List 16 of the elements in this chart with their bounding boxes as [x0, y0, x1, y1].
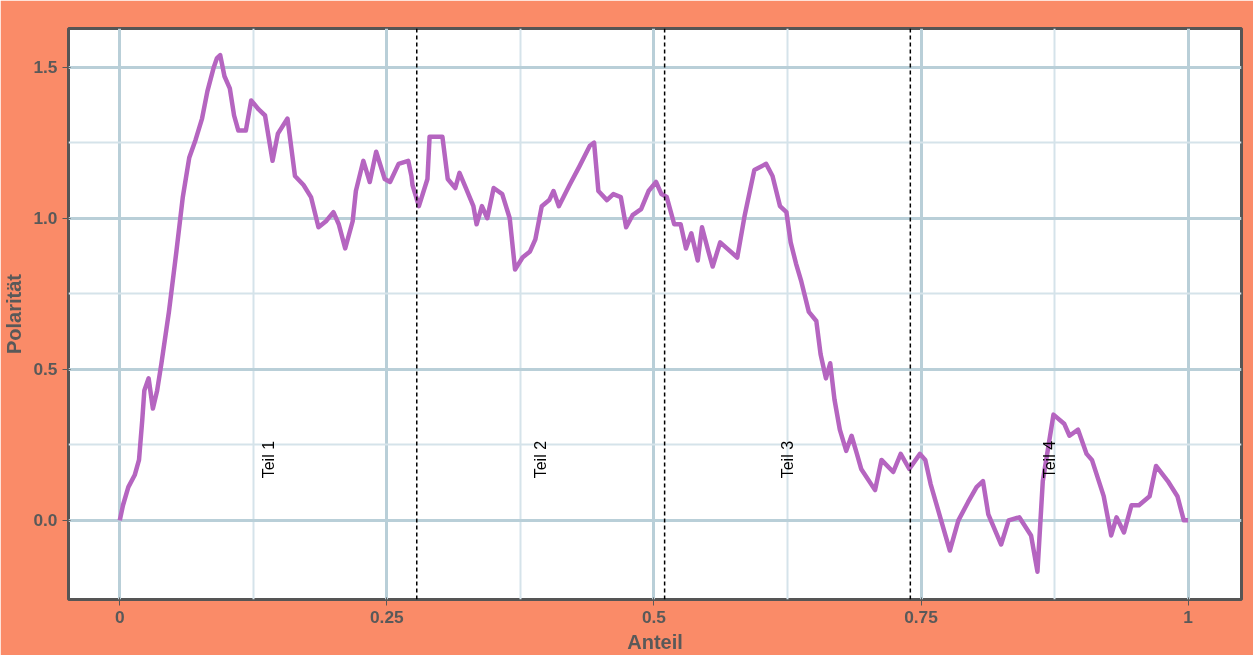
annotation: Teil 3: [778, 440, 796, 479]
x-tick-label: 0: [114, 606, 125, 627]
y-tick-label: 0.5: [33, 359, 58, 380]
y-tick-label: 1.5: [33, 57, 58, 78]
x-tick-label: 0.5: [641, 606, 667, 627]
x-tick-label: 1: [1183, 606, 1194, 627]
x-tick-label: 0.25: [369, 606, 405, 627]
annotation: Teil 2: [532, 440, 550, 479]
annotation: Teil 4: [1040, 440, 1058, 479]
x-axis-title: Anteil: [627, 630, 683, 653]
annotation: Teil 1: [259, 440, 277, 479]
y-axis-title: Polarität: [3, 273, 26, 355]
line-series: [117, 52, 1191, 574]
y-tick-label: 1.0: [33, 208, 58, 229]
y-tick-label: 0.0: [33, 510, 58, 531]
x-tick-label: 0.75: [904, 606, 939, 627]
